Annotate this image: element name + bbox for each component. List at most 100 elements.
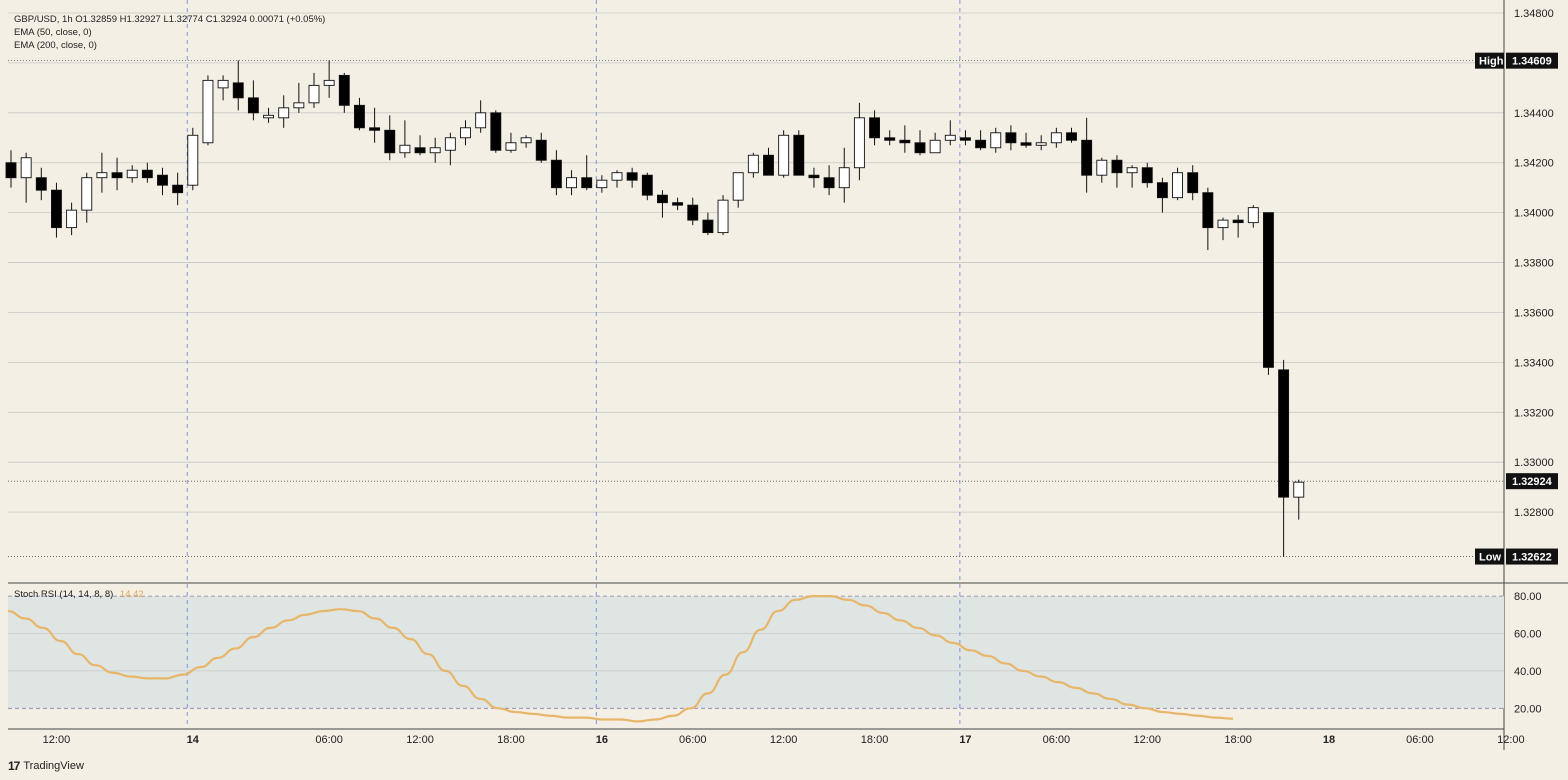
- candle[interactable]: [687, 197, 699, 226]
- candle[interactable]: [1111, 155, 1123, 188]
- footer-brand[interactable]: 17 TradingView: [8, 759, 84, 773]
- candle[interactable]: [1141, 162, 1153, 188]
- candle[interactable]: [1126, 165, 1138, 188]
- candle[interactable]: [475, 100, 487, 133]
- candle[interactable]: [520, 135, 532, 148]
- candle[interactable]: [51, 182, 62, 238]
- candle[interactable]: [232, 60, 244, 111]
- candle[interactable]: [747, 152, 759, 178]
- candle[interactable]: [1202, 187, 1214, 251]
- candle[interactable]: [157, 167, 168, 196]
- candle[interactable]: [732, 172, 744, 208]
- candle[interactable]: [111, 157, 123, 191]
- candle[interactable]: [657, 190, 668, 218]
- stoch-rsi-legend: Stoch RSI (14, 14, 8, 8) 14.42: [14, 588, 144, 601]
- candle[interactable]: [838, 147, 850, 203]
- candle[interactable]: [1293, 479, 1305, 520]
- candle[interactable]: [1278, 359, 1290, 558]
- candle[interactable]: [1187, 165, 1199, 201]
- candle[interactable]: [126, 165, 138, 183]
- candle[interactable]: [384, 115, 396, 161]
- candle-body: [884, 137, 896, 141]
- candle-body: [399, 144, 411, 154]
- candle[interactable]: [1035, 135, 1047, 151]
- candle[interactable]: [975, 130, 987, 151]
- candle-body: [520, 137, 532, 144]
- candle[interactable]: [778, 130, 790, 178]
- candle[interactable]: [354, 97, 365, 131]
- candle-body: [81, 177, 93, 211]
- candle[interactable]: [308, 72, 320, 108]
- candle[interactable]: [1247, 205, 1259, 228]
- candle[interactable]: [823, 165, 835, 196]
- candle[interactable]: [717, 195, 729, 236]
- candle[interactable]: [763, 147, 774, 176]
- price-tick-label: 1.33600: [1514, 307, 1554, 319]
- ema-50-legend: EMA (50, close, 0): [14, 27, 92, 38]
- candle[interactable]: [1172, 167, 1184, 201]
- candle[interactable]: [990, 127, 1002, 153]
- candle-body: [823, 177, 835, 189]
- candle[interactable]: [535, 132, 547, 163]
- candle[interactable]: [884, 130, 896, 146]
- candle[interactable]: [899, 125, 911, 153]
- candle[interactable]: [1066, 127, 1077, 143]
- candle[interactable]: [399, 120, 411, 158]
- candle[interactable]: [414, 135, 426, 156]
- candle[interactable]: [1050, 127, 1062, 148]
- candle[interactable]: [960, 130, 971, 146]
- candle[interactable]: [263, 107, 274, 123]
- candle[interactable]: [1262, 212, 1274, 375]
- candle[interactable]: [702, 212, 714, 236]
- candle[interactable]: [172, 172, 184, 206]
- candle[interactable]: [641, 172, 653, 201]
- candle[interactable]: [247, 80, 259, 121]
- time-tick-label: 06:00: [679, 734, 707, 746]
- candle[interactable]: [202, 75, 214, 146]
- candle[interactable]: [460, 120, 471, 146]
- candle[interactable]: [278, 95, 290, 128]
- candle[interactable]: [81, 172, 93, 223]
- candle[interactable]: [1217, 217, 1229, 241]
- candle[interactable]: [338, 72, 350, 113]
- candle[interactable]: [141, 162, 153, 183]
- candle[interactable]: [187, 127, 199, 191]
- price-tick-label: 1.33800: [1514, 258, 1554, 270]
- candle[interactable]: [369, 107, 381, 143]
- candle[interactable]: [1232, 215, 1244, 238]
- candle[interactable]: [5, 150, 17, 188]
- candle[interactable]: [1081, 117, 1093, 193]
- candle[interactable]: [550, 150, 562, 196]
- candle[interactable]: [793, 130, 805, 176]
- candle[interactable]: [853, 102, 865, 181]
- candle[interactable]: [566, 170, 577, 196]
- candle[interactable]: [596, 175, 608, 193]
- candle-body: [914, 142, 926, 154]
- candle[interactable]: [1005, 125, 1017, 151]
- candle[interactable]: [490, 110, 502, 153]
- candle[interactable]: [35, 167, 47, 201]
- candle[interactable]: [1020, 132, 1032, 148]
- candle-body: [172, 184, 184, 194]
- candle[interactable]: [66, 202, 78, 236]
- candle[interactable]: [1096, 157, 1108, 183]
- candle[interactable]: [323, 60, 335, 98]
- candle[interactable]: [444, 132, 456, 166]
- candle[interactable]: [626, 167, 638, 188]
- candle[interactable]: [429, 137, 441, 163]
- candle[interactable]: [293, 82, 305, 113]
- candle[interactable]: [869, 110, 880, 146]
- candle[interactable]: [217, 75, 229, 101]
- candle[interactable]: [929, 132, 941, 154]
- candle[interactable]: [20, 152, 32, 203]
- candle[interactable]: [505, 132, 517, 153]
- candle[interactable]: [96, 152, 108, 193]
- candle[interactable]: [914, 130, 926, 156]
- candle[interactable]: [808, 167, 820, 188]
- candle[interactable]: [944, 120, 956, 146]
- candle[interactable]: [672, 197, 684, 211]
- candle[interactable]: [1156, 177, 1168, 213]
- candle[interactable]: [611, 170, 623, 188]
- candle[interactable]: [581, 155, 593, 191]
